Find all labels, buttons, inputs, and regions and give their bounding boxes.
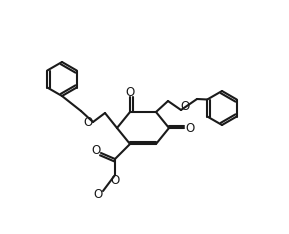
Text: O: O	[185, 121, 194, 135]
Text: O: O	[180, 99, 190, 113]
Text: O: O	[110, 173, 120, 186]
Text: O: O	[83, 116, 93, 128]
Text: O: O	[125, 85, 135, 99]
Text: O: O	[93, 189, 103, 201]
Text: O: O	[91, 145, 101, 157]
